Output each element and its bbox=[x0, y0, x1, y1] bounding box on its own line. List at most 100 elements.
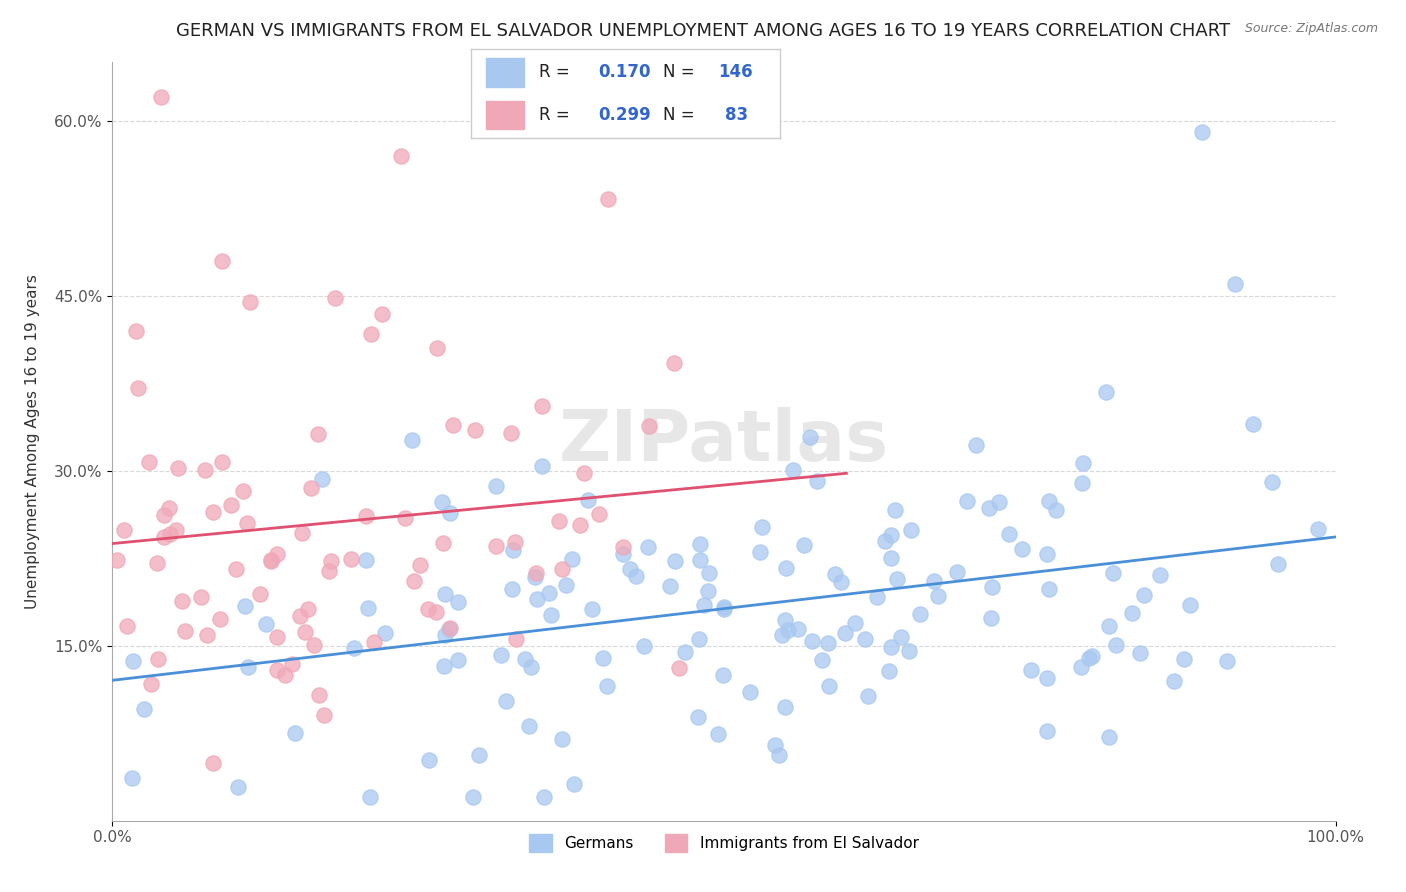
Point bbox=[697, 583, 720, 598]
Point bbox=[554, 577, 576, 591]
Point bbox=[927, 590, 949, 604]
Point bbox=[1267, 557, 1289, 571]
Point bbox=[988, 495, 1011, 509]
Point bbox=[1098, 730, 1121, 744]
Point bbox=[637, 540, 659, 554]
Point bbox=[195, 627, 218, 641]
Point bbox=[1180, 598, 1202, 612]
Point bbox=[409, 558, 432, 573]
Point bbox=[132, 702, 155, 716]
Point bbox=[530, 399, 553, 413]
Point bbox=[165, 523, 187, 537]
Point bbox=[768, 748, 790, 763]
Point bbox=[1095, 385, 1118, 400]
Point bbox=[439, 621, 461, 635]
Point bbox=[208, 612, 231, 626]
Point bbox=[157, 500, 180, 515]
Point bbox=[167, 460, 190, 475]
Point bbox=[886, 572, 908, 586]
Point bbox=[308, 688, 330, 702]
Point bbox=[561, 551, 583, 566]
Point bbox=[977, 501, 1000, 516]
Point bbox=[517, 719, 540, 733]
Point bbox=[1260, 475, 1282, 490]
Point bbox=[159, 527, 181, 541]
Point bbox=[501, 582, 523, 596]
Point bbox=[773, 614, 796, 628]
Point bbox=[437, 622, 460, 636]
Point bbox=[233, 599, 256, 614]
Point bbox=[112, 523, 135, 537]
Point bbox=[319, 554, 342, 568]
Text: 146: 146 bbox=[718, 63, 754, 81]
Point bbox=[782, 463, 804, 477]
Point bbox=[668, 661, 690, 675]
Point bbox=[659, 579, 682, 593]
Point bbox=[883, 503, 905, 517]
Point bbox=[485, 539, 508, 553]
Point bbox=[811, 653, 834, 667]
Point bbox=[447, 653, 470, 667]
Point bbox=[299, 481, 322, 495]
Point bbox=[297, 602, 319, 616]
Text: R =: R = bbox=[538, 63, 575, 81]
Point bbox=[595, 679, 617, 693]
Text: 0.299: 0.299 bbox=[598, 106, 651, 124]
Point bbox=[468, 748, 491, 763]
Point bbox=[274, 668, 297, 682]
Point bbox=[439, 506, 461, 520]
Point bbox=[740, 684, 762, 698]
Point bbox=[956, 493, 979, 508]
Point bbox=[880, 551, 903, 566]
Point bbox=[461, 790, 484, 805]
FancyBboxPatch shape bbox=[486, 101, 523, 129]
Point bbox=[1071, 476, 1094, 491]
Point bbox=[697, 566, 720, 580]
Point bbox=[693, 598, 716, 612]
Point bbox=[152, 508, 174, 522]
Point bbox=[499, 425, 522, 440]
Point bbox=[225, 562, 247, 576]
Point bbox=[818, 679, 841, 693]
Point bbox=[202, 505, 225, 519]
Point bbox=[980, 611, 1002, 625]
Point bbox=[686, 710, 709, 724]
Point bbox=[673, 645, 696, 659]
Point bbox=[638, 418, 661, 433]
Point bbox=[775, 699, 797, 714]
Legend: Germans, Immigrants from El Salvador: Germans, Immigrants from El Salvador bbox=[523, 828, 925, 858]
Point bbox=[706, 727, 728, 741]
Point bbox=[799, 430, 821, 444]
Point bbox=[834, 626, 856, 640]
Point bbox=[308, 426, 330, 441]
Point bbox=[879, 528, 901, 542]
Point bbox=[281, 657, 304, 672]
Point bbox=[433, 659, 456, 673]
Point bbox=[357, 600, 380, 615]
Point bbox=[491, 648, 513, 663]
Point bbox=[572, 466, 595, 480]
Point bbox=[314, 708, 336, 723]
Point bbox=[592, 651, 614, 665]
Point bbox=[526, 591, 548, 606]
Point bbox=[226, 780, 249, 794]
Point bbox=[879, 640, 901, 654]
Text: 0.170: 0.170 bbox=[598, 63, 651, 81]
Point bbox=[910, 607, 932, 621]
Point bbox=[323, 291, 346, 305]
Point bbox=[877, 664, 900, 678]
Point bbox=[359, 790, 381, 805]
Point bbox=[194, 463, 217, 477]
Point bbox=[1306, 522, 1329, 536]
Point bbox=[239, 295, 262, 310]
Point bbox=[105, 553, 128, 567]
Point bbox=[121, 771, 143, 785]
Point bbox=[260, 554, 283, 568]
Point bbox=[770, 627, 793, 641]
Point bbox=[146, 556, 169, 570]
Point bbox=[776, 623, 799, 637]
Point bbox=[174, 624, 197, 638]
Point bbox=[998, 527, 1021, 541]
Point bbox=[806, 475, 828, 489]
Point bbox=[598, 193, 620, 207]
